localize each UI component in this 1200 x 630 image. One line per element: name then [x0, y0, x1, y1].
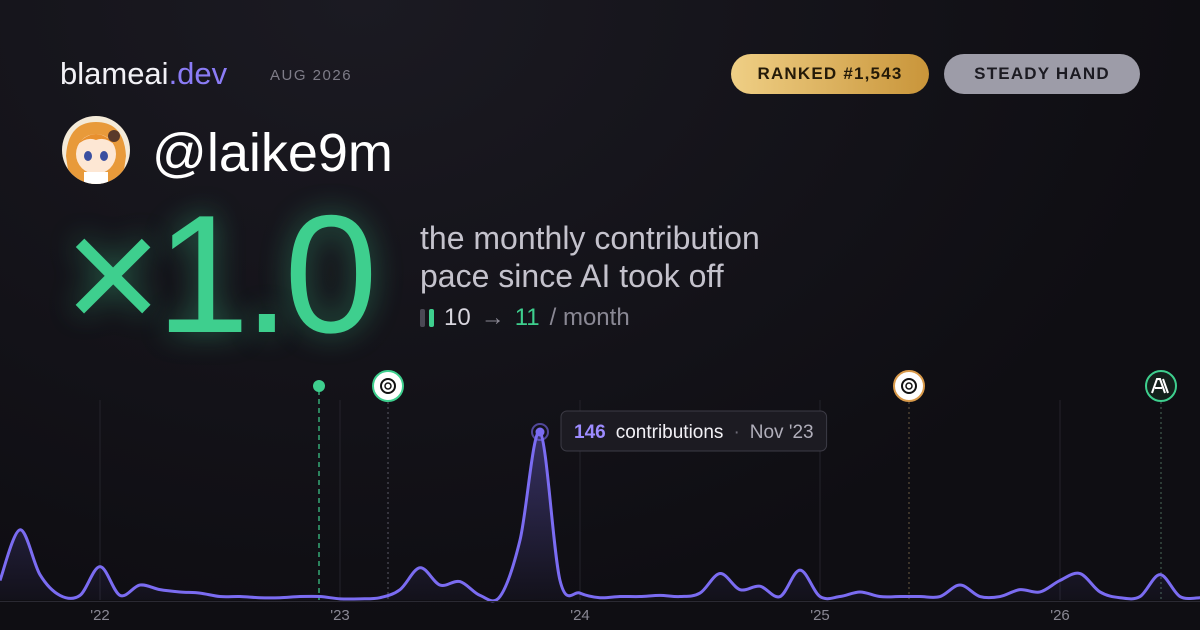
pace-row: 10 → 11 / month: [420, 304, 630, 332]
x-tick-label: '23: [330, 607, 350, 624]
event-dot: [313, 380, 325, 392]
pace-multiplier: ×1.0: [64, 180, 378, 368]
style-badge: STEADY HAND: [944, 54, 1140, 94]
peak-dot: [535, 427, 545, 437]
tooltip-text: ·: [733, 422, 739, 443]
user-handle: @laike9m: [152, 123, 393, 183]
tooltip-text: Nov '23: [750, 422, 814, 443]
tooltip-box: [560, 410, 828, 452]
avatar: [62, 116, 130, 184]
events: [313, 370, 1177, 600]
pace-before: 10: [444, 304, 471, 331]
pace-arrow: →: [480, 304, 505, 331]
subtitle-line: the monthly contribution: [420, 220, 760, 256]
x-tick-label: '24: [570, 607, 590, 624]
tooltip-text: contributions: [616, 422, 724, 443]
pace-unit: / month: [549, 304, 630, 331]
pace-icon: [420, 309, 434, 327]
area: [0, 431, 1200, 601]
anthropic-icon: [1145, 370, 1177, 402]
brand-tld: .dev: [168, 56, 228, 91]
subtitle-line: pace since AI took off: [420, 258, 724, 294]
tooltip-text: 146: [574, 422, 606, 443]
openai-icon: [372, 370, 404, 402]
rank-badge: RANKED #1,543: [731, 54, 929, 94]
peak-ring: [531, 423, 549, 441]
line: [0, 430, 1200, 603]
brand-name: blameai: [60, 56, 169, 91]
x-tick-label: '22: [90, 607, 110, 624]
openai-icon: [893, 370, 925, 402]
pace-after: 11: [514, 304, 540, 331]
x-tick-label: '25: [810, 607, 830, 624]
tooltip: 146 contributions · Nov '23: [560, 410, 828, 452]
brand: blameai.dev: [60, 56, 227, 92]
card-date: AUG 2026: [270, 67, 353, 84]
x-tick-label: '26: [1050, 607, 1070, 624]
